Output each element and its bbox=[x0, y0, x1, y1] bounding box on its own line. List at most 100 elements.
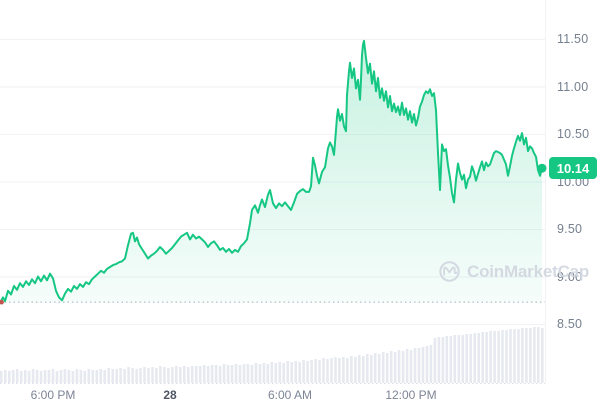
volume-bar bbox=[433, 338, 437, 383]
volume-bar bbox=[43, 370, 47, 383]
volume-bar bbox=[505, 330, 508, 383]
volume-bar bbox=[179, 367, 182, 383]
volume-bar bbox=[385, 353, 389, 383]
volume-bar bbox=[393, 352, 397, 383]
volume-bar bbox=[59, 370, 63, 383]
volume-bar bbox=[501, 330, 504, 383]
volume-bar bbox=[497, 331, 500, 383]
volume-bar bbox=[334, 357, 337, 383]
y-axis-label: 11.50 bbox=[557, 32, 589, 46]
volume-bar bbox=[119, 368, 122, 383]
volume-bar bbox=[135, 369, 138, 383]
volume-bar bbox=[234, 364, 238, 383]
volume-bar bbox=[286, 361, 289, 383]
price-area bbox=[0, 40, 542, 304]
volume-bar bbox=[230, 365, 234, 383]
volume-bar bbox=[27, 371, 31, 383]
volume-bar bbox=[302, 360, 305, 383]
volume-bar bbox=[338, 358, 341, 383]
volume-bar bbox=[151, 367, 154, 383]
volume-bar bbox=[175, 366, 178, 383]
volume-bar bbox=[198, 366, 202, 383]
volume-bar bbox=[409, 350, 413, 383]
volume-bar bbox=[210, 365, 214, 383]
volume-bar bbox=[226, 365, 230, 383]
volume-bar bbox=[131, 368, 134, 383]
volume-bar bbox=[123, 369, 126, 383]
volume-bar bbox=[47, 370, 51, 383]
volume-bar bbox=[111, 369, 114, 383]
volume-bar bbox=[250, 365, 254, 383]
volume-bar bbox=[278, 362, 282, 383]
volume-bar bbox=[23, 370, 27, 383]
y-axis-label: 9.00 bbox=[557, 269, 583, 284]
volume-bar bbox=[214, 365, 218, 383]
volume-bar bbox=[449, 336, 453, 383]
volume-bar bbox=[147, 368, 150, 383]
volume-bar bbox=[167, 368, 170, 383]
volume-bar bbox=[437, 337, 441, 383]
volume-bar bbox=[4, 370, 7, 383]
volume-bar bbox=[202, 365, 206, 383]
volume-bar bbox=[139, 368, 142, 383]
volume-bar bbox=[362, 356, 365, 383]
volume-bar bbox=[15, 369, 19, 383]
volume-bar bbox=[537, 327, 540, 383]
volume-bar bbox=[481, 332, 484, 383]
volume-bar bbox=[370, 355, 373, 383]
x-axis-label: 12:00 PM bbox=[385, 388, 437, 402]
volume-bar bbox=[533, 327, 536, 383]
volume-bar bbox=[298, 362, 301, 383]
volume-bar bbox=[127, 367, 130, 383]
volume-bar bbox=[413, 348, 417, 383]
volume-bar bbox=[425, 346, 429, 383]
volume-bar bbox=[306, 361, 309, 383]
volume-bar bbox=[155, 368, 158, 383]
volume-bar bbox=[421, 347, 425, 383]
volume-bar bbox=[63, 369, 67, 383]
volume-bar bbox=[493, 331, 496, 383]
volume-bar bbox=[509, 329, 512, 383]
volume-bar bbox=[0, 371, 3, 383]
volume-bar bbox=[429, 345, 433, 383]
volume-bar bbox=[330, 358, 333, 383]
volume-bar bbox=[469, 334, 472, 383]
volume-bar bbox=[115, 369, 118, 383]
volume-bar bbox=[381, 352, 385, 383]
volume-bar bbox=[453, 335, 457, 383]
volume-bar bbox=[342, 357, 345, 383]
volume-bar bbox=[346, 358, 349, 383]
volume-bar bbox=[99, 369, 103, 383]
volume-bar bbox=[513, 329, 516, 383]
volume-bar bbox=[87, 369, 91, 383]
volume-bar bbox=[294, 361, 297, 383]
end-marker-dot bbox=[537, 163, 547, 173]
price-line bbox=[0, 39, 543, 305]
volume-bar bbox=[441, 337, 445, 383]
volume-bar bbox=[171, 367, 174, 383]
volume-bar bbox=[377, 354, 381, 383]
volume-bar bbox=[314, 359, 317, 383]
volume-bar bbox=[366, 354, 369, 383]
volume-bar bbox=[489, 331, 492, 383]
volume-bar bbox=[461, 335, 465, 383]
y-axis-label: 10.50 bbox=[557, 127, 590, 141]
volume-bar bbox=[457, 335, 461, 383]
volume-bar bbox=[71, 371, 75, 383]
volume-bar bbox=[373, 353, 377, 383]
volume-bar bbox=[39, 371, 43, 383]
x-axis-label: 6:00 AM bbox=[267, 388, 313, 402]
volume-bar bbox=[206, 366, 210, 383]
volume-bar bbox=[318, 360, 321, 383]
volume-bar bbox=[51, 369, 55, 383]
volume-bar bbox=[405, 349, 409, 383]
volume-bar bbox=[107, 368, 110, 383]
volume-bar bbox=[282, 363, 285, 383]
volume-bar bbox=[19, 371, 23, 383]
current-price-badge: 10.14 bbox=[549, 157, 597, 180]
volume-bar bbox=[517, 329, 520, 383]
volume-bar bbox=[79, 370, 83, 383]
volume-bar bbox=[326, 359, 329, 383]
volume-bar bbox=[103, 370, 106, 383]
